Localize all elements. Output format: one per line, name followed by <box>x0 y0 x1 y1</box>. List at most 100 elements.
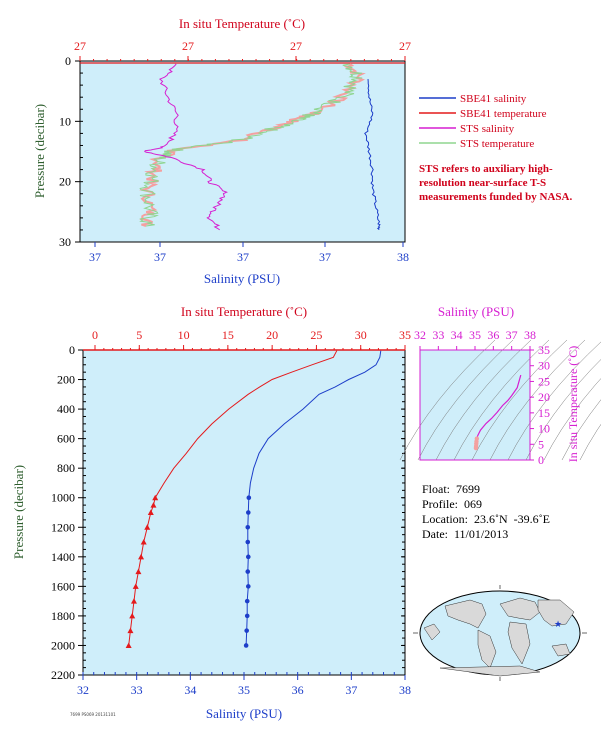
world-map: ★ <box>413 585 587 681</box>
main-sal-tick-label: 36 <box>292 683 304 697</box>
ts-density-contour <box>579 423 601 461</box>
top-y-tick-label: 10 <box>59 114 71 128</box>
top-sal-tick-label: 37 <box>89 250 101 264</box>
ts-density-contour <box>399 339 496 461</box>
ts-density-contour <box>543 378 601 461</box>
top-chart-legend: SBE41 salinity SBE41 temperature STS salin… <box>419 93 547 150</box>
ts-temp-tick-label: 0 <box>538 453 544 467</box>
ts-temp-tick-label: 35 <box>538 343 550 357</box>
main-temp-tick-label: 30 <box>355 328 367 342</box>
main-y-tick-label: 2000 <box>51 638 75 652</box>
main-y-tick-label: 1400 <box>51 550 75 564</box>
main-sal-tick-label: 34 <box>184 683 196 697</box>
ts-sal-tick-label: 38 <box>524 328 536 342</box>
main-temp-tick-label: 20 <box>266 328 278 342</box>
ts-temp-tick-label: 20 <box>538 390 550 404</box>
sts-temperature-trace <box>139 63 363 227</box>
temperature-sample-point <box>129 612 136 619</box>
main-y-tick-label: 1200 <box>51 520 75 534</box>
main-sal-tick-label: 35 <box>238 683 250 697</box>
top-sal-tick-label: 37 <box>319 250 331 264</box>
salinity-sample-point <box>243 643 249 648</box>
main-y-tick-label: 1600 <box>51 579 75 593</box>
ts-density-contour <box>417 339 514 461</box>
legend-label: SBE41 salinity <box>460 93 527 105</box>
temperature-sample-point <box>150 502 157 508</box>
footer-stamp: 7699 PS069 20131101 <box>70 712 116 717</box>
temperature-sample-point <box>135 568 142 575</box>
ts-density-contour <box>453 339 550 461</box>
ts-density-contour <box>507 341 601 461</box>
ts-density-contour <box>525 358 601 461</box>
top-sal-tick-label: 38 <box>397 250 409 264</box>
salinity-sample-point <box>246 495 252 501</box>
main-chart-bottom-axis-label: Salinity (PSU) <box>206 706 282 721</box>
salinity-sample-point <box>245 584 251 589</box>
ts-temp-tick-label: 5 <box>538 437 544 451</box>
ts-temp-tick-label: 30 <box>538 359 550 373</box>
float-location-marker: ★ <box>554 620 562 630</box>
ts-sal-tick-label: 35 <box>469 328 481 342</box>
main-sal-tick-label: 32 <box>77 683 89 697</box>
ts-density-contour <box>435 339 532 461</box>
main-y-tick-label: 600 <box>57 432 75 446</box>
temperature-sample-point <box>125 642 132 648</box>
ts-sal-tick-label: 36 <box>487 328 499 342</box>
temperature-sample-point <box>152 494 159 501</box>
main-y-tick-label: 0 <box>69 343 75 357</box>
main-sal-tick-label: 37 <box>345 683 357 697</box>
legend-label: SBE41 temperature <box>460 108 547 120</box>
main-temp-tick-label: 10 <box>178 328 190 342</box>
temperature-sample-point <box>138 553 145 560</box>
salinity-sample-point <box>245 510 251 515</box>
ts-sal-tick-label: 33 <box>432 328 444 342</box>
ts-deep-point <box>474 436 480 441</box>
main-y-tick-label: 1800 <box>51 609 75 623</box>
top-sal-tick-label: 37 <box>237 250 249 264</box>
top-plot-area <box>79 60 406 243</box>
main-sal-tick-label: 38 <box>399 683 411 697</box>
salinity-sample-point <box>244 613 250 619</box>
temperature-sample-point <box>144 524 151 530</box>
location: Location: 23.6˚N -39.6˚E <box>422 512 550 526</box>
main-chart: 0200400600800100012001400160018002000220… <box>11 304 411 721</box>
main-y-tick-label: 1000 <box>51 491 75 505</box>
legend-label: STS temperature <box>460 138 534 150</box>
main-temp-tick-label: 25 <box>310 328 322 342</box>
main-y-tick-label: 400 <box>57 402 75 416</box>
main-temp-tick-label: 15 <box>222 328 234 342</box>
ts-sal-tick-label: 37 <box>506 328 518 342</box>
top-chart-top-axis-label: In situ Temperature (˚C) <box>179 16 305 31</box>
top-temp-tick-label: 27 <box>74 39 86 53</box>
top-sal-tick-label: 37 <box>154 250 166 264</box>
sbe41-salinity-trace <box>364 79 381 231</box>
ts-temp-tick-label: 25 <box>538 374 550 388</box>
top-temp-tick-label: 27 <box>399 39 411 53</box>
top-y-tick-label: 0 <box>65 54 71 68</box>
date: Date: 11/01/2013 <box>422 527 509 541</box>
top-temp-tick-label: 27 <box>182 39 194 53</box>
main-chart-y-axis-label: Pressure (decibar) <box>11 465 26 559</box>
ts-sal-tick-label: 32 <box>414 328 426 342</box>
salinity-profile-line <box>245 350 382 646</box>
temperature-sample-point <box>147 509 154 515</box>
sts-salinity-trace <box>144 63 229 231</box>
main-plot-area <box>82 349 406 676</box>
ts-density-contour <box>471 339 568 461</box>
main-temp-tick-label: 35 <box>399 328 411 342</box>
legend-label: STS salinity <box>460 123 515 135</box>
ts-temp-tick-label: 10 <box>538 422 550 436</box>
main-y-tick-label: 200 <box>57 373 75 387</box>
map-land <box>423 597 575 677</box>
salinity-sample-point <box>245 539 251 545</box>
top-y-tick-label: 20 <box>59 175 71 189</box>
temperature-sample-point <box>130 598 137 604</box>
main-temp-tick-label: 0 <box>92 328 98 342</box>
ts-chart-right-axis-label: In situ Temperature (˚C) <box>566 346 580 463</box>
main-y-tick-label: 800 <box>57 461 75 475</box>
salinity-sample-point <box>244 628 249 633</box>
ts-sal-tick-label: 34 <box>451 328 463 342</box>
top-chart: 0 10 20 30 27 27 27 27 37 37 37 37 38 In situ Temper… <box>32 16 411 286</box>
